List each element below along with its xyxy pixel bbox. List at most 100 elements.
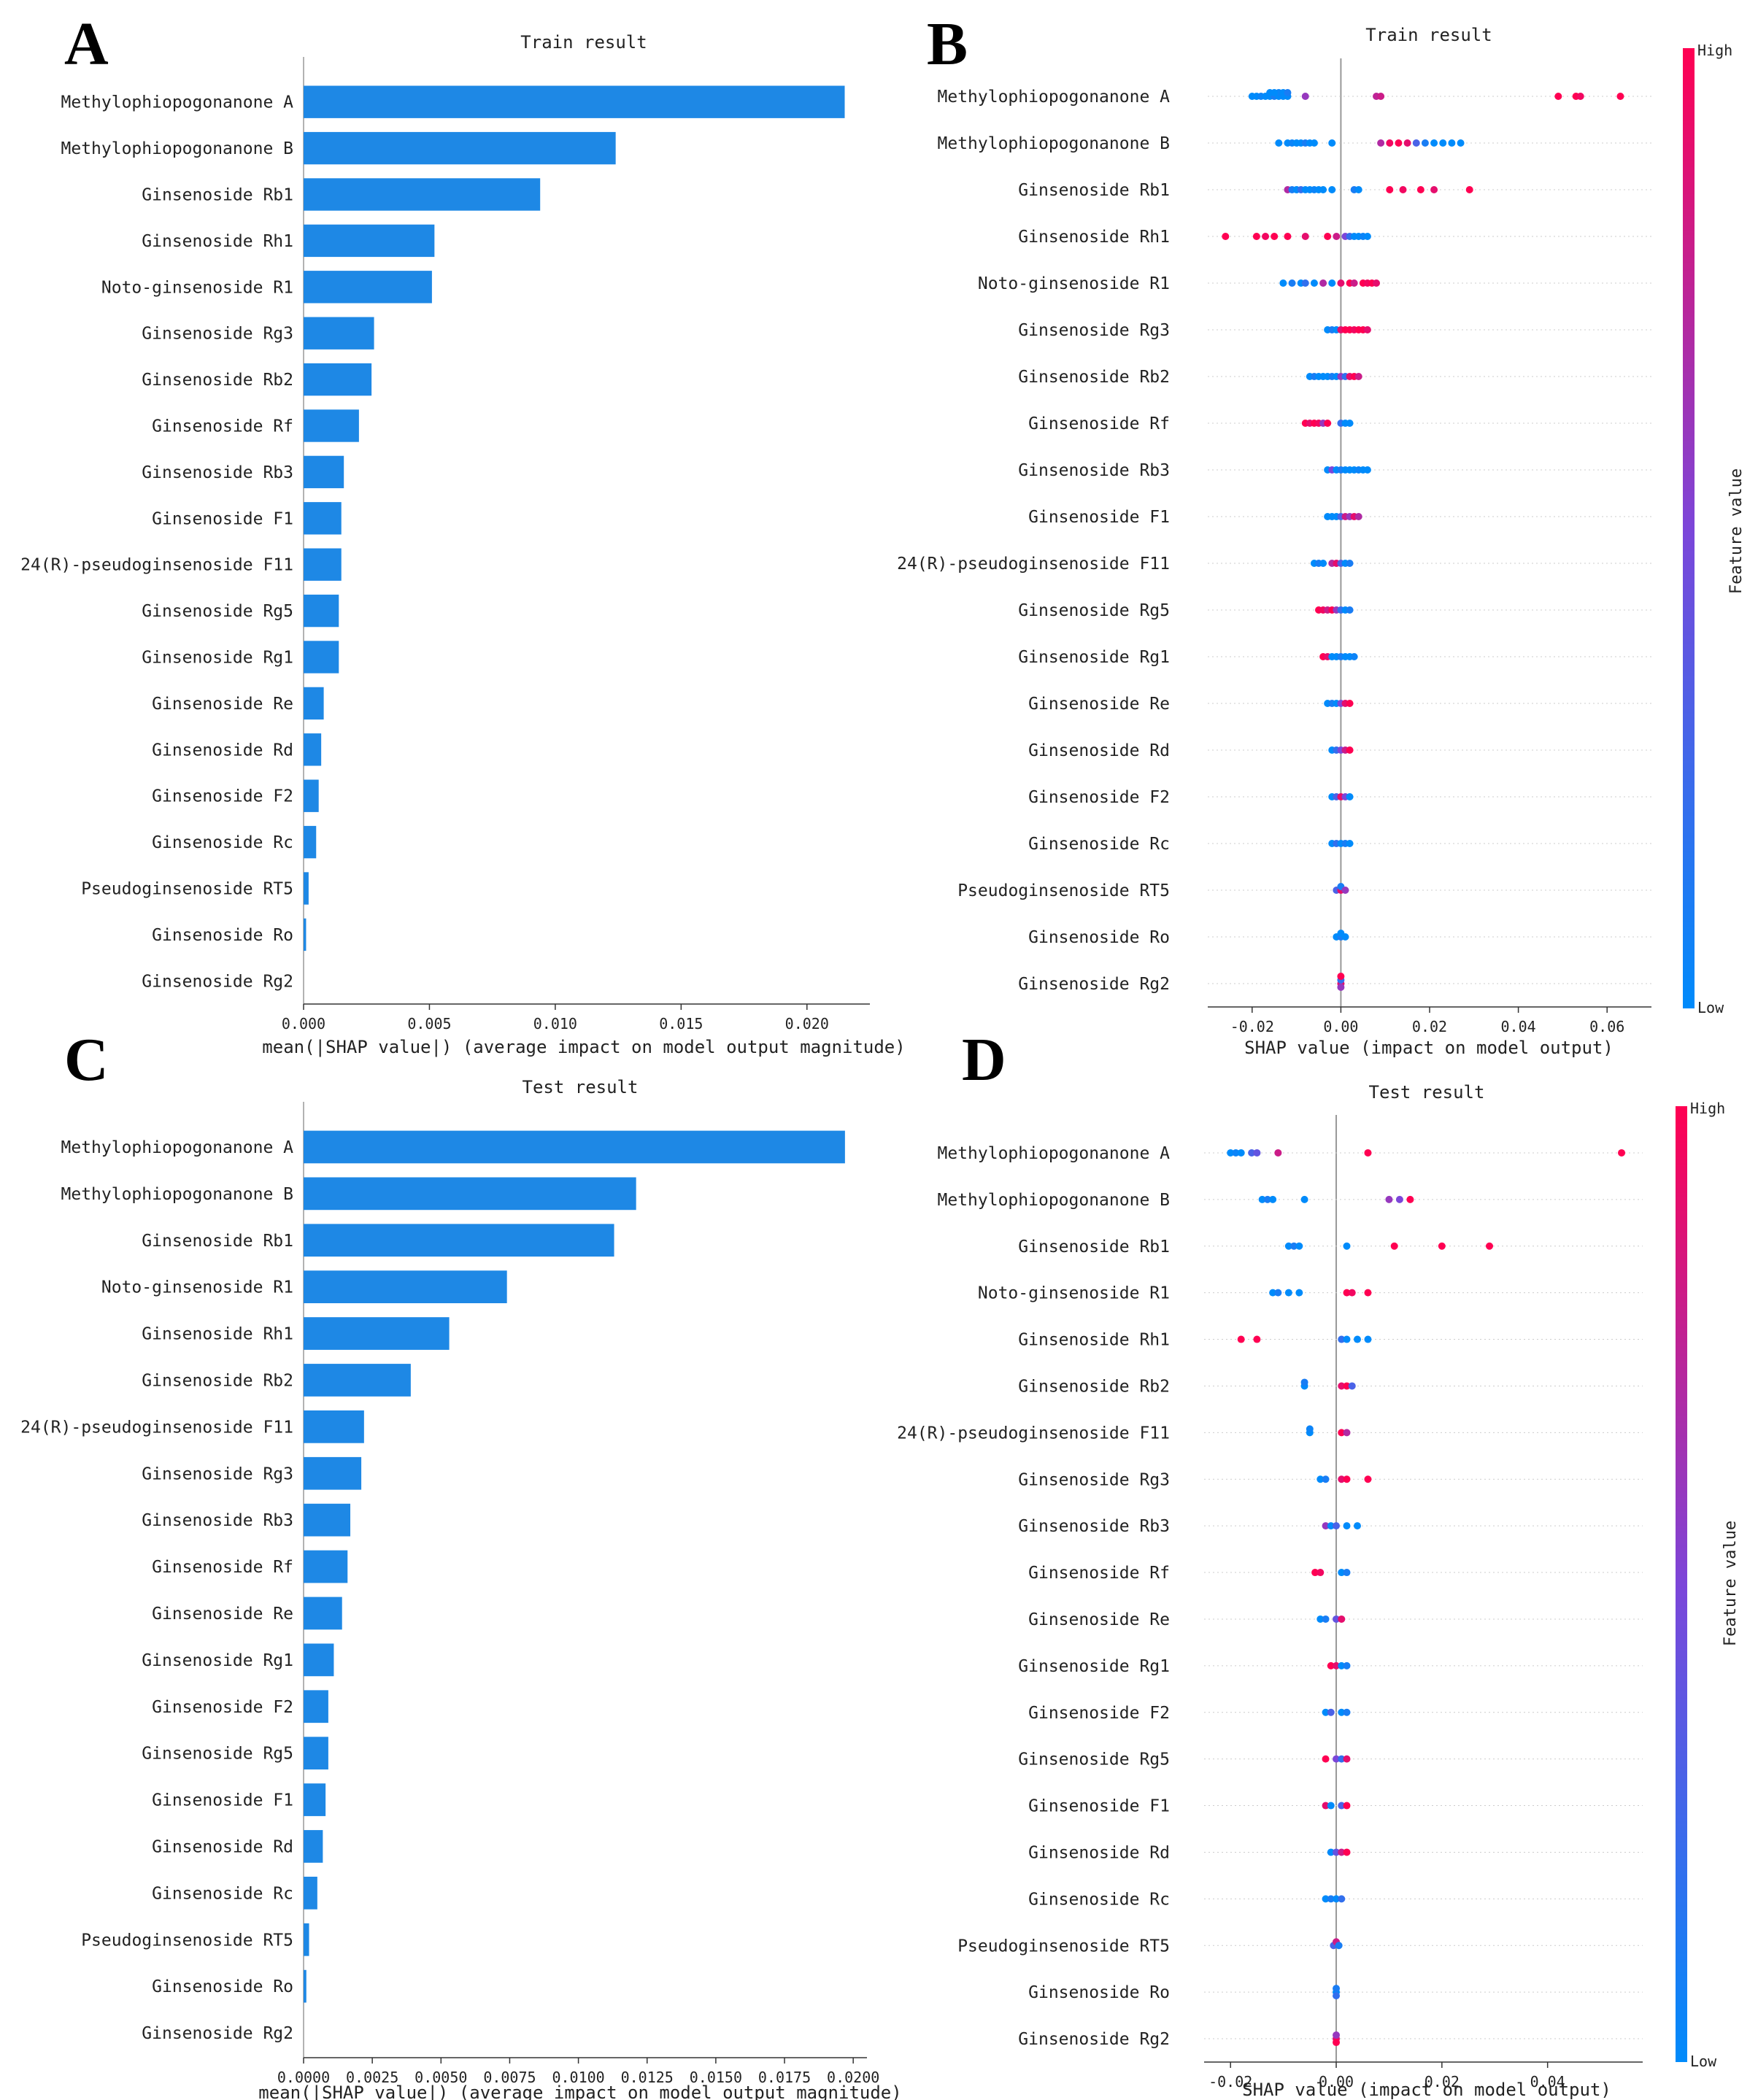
feature-label: Ginsenoside Rf bbox=[1028, 414, 1170, 433]
feature-label: Ginsenoside F1 bbox=[1028, 508, 1170, 527]
feature-label: Ginsenoside Rd bbox=[1028, 1843, 1170, 1862]
category-label: Ginsenoside F2 bbox=[152, 1698, 293, 1717]
shap-point bbox=[1284, 89, 1292, 96]
shap-point bbox=[1353, 1522, 1361, 1530]
shap-point bbox=[1327, 1708, 1335, 1716]
category-label: Ginsenoside Rg5 bbox=[142, 1745, 293, 1764]
bar bbox=[304, 1224, 614, 1257]
shap-point bbox=[1343, 1382, 1351, 1390]
shap-point bbox=[1457, 139, 1465, 147]
shap-point bbox=[1279, 279, 1287, 287]
shap-point bbox=[1275, 139, 1283, 147]
shap-point bbox=[1618, 1149, 1626, 1157]
panel-label-d: D bbox=[962, 1026, 1006, 1094]
category-label: Noto-ginsenoside R1 bbox=[101, 278, 293, 297]
shap-point bbox=[1333, 2039, 1341, 2047]
bar bbox=[304, 825, 317, 859]
shap-point bbox=[1269, 1195, 1277, 1203]
shap-point bbox=[1328, 279, 1336, 287]
bar bbox=[304, 1643, 334, 1677]
shap-point bbox=[1346, 560, 1354, 567]
shap-point bbox=[1348, 1289, 1356, 1297]
x-tick-label: 0.0200 bbox=[827, 2069, 879, 2086]
shap-point bbox=[1327, 1848, 1335, 1856]
shap-point bbox=[1377, 139, 1385, 147]
shap-point bbox=[1430, 186, 1438, 193]
category-label: Ginsenoside Rg3 bbox=[142, 1464, 293, 1483]
category-label: Ginsenoside Rf bbox=[152, 1558, 293, 1577]
feature-label: Ginsenoside Rb2 bbox=[1018, 1377, 1170, 1396]
bar bbox=[304, 1783, 326, 1816]
category-label: Ginsenoside Rb2 bbox=[142, 371, 293, 390]
shap-point bbox=[1338, 1661, 1346, 1669]
category-label: Pseudoginsenoside RT5 bbox=[81, 880, 293, 899]
feature-label: Ginsenoside Rg5 bbox=[1018, 601, 1170, 620]
bar bbox=[304, 1923, 309, 1956]
category-label: Ginsenoside Rh1 bbox=[142, 232, 293, 251]
shap-point bbox=[1284, 233, 1292, 240]
shap-point bbox=[1333, 233, 1341, 240]
shap-point bbox=[1284, 1242, 1292, 1250]
feature-label: Methylophiopogonanone B bbox=[938, 134, 1171, 153]
shap-point bbox=[1337, 973, 1345, 980]
shap-point bbox=[1343, 1335, 1351, 1343]
bar bbox=[304, 1364, 411, 1397]
feature-label: Ginsenoside Rg2 bbox=[1018, 2030, 1170, 2049]
shap-point bbox=[1395, 139, 1403, 147]
shap-point bbox=[1324, 420, 1332, 427]
shap-point bbox=[1258, 1195, 1266, 1203]
bar bbox=[304, 641, 339, 673]
shap-point bbox=[1343, 1242, 1351, 1250]
category-label: Ginsenoside Rd bbox=[152, 1837, 293, 1856]
shap-point bbox=[1346, 420, 1354, 427]
category-label: Ginsenoside F1 bbox=[152, 509, 293, 528]
shap-point bbox=[1290, 1242, 1298, 1250]
bar bbox=[304, 271, 432, 304]
bar bbox=[304, 733, 322, 766]
shap-point bbox=[1465, 186, 1473, 193]
shap-point bbox=[1576, 93, 1584, 100]
shap-point bbox=[1390, 1242, 1398, 1250]
x-tick-label: -0.02 bbox=[1230, 1018, 1274, 1035]
shap-point bbox=[1237, 1335, 1245, 1343]
shap-point bbox=[1338, 1615, 1346, 1623]
bar bbox=[304, 1456, 362, 1490]
feature-label: Ginsenoside Rf bbox=[1028, 1564, 1170, 1583]
bar bbox=[304, 131, 616, 165]
bar bbox=[304, 1737, 328, 1770]
category-label: Ginsenoside Rh1 bbox=[142, 1325, 293, 1344]
shap-point bbox=[1343, 1848, 1351, 1856]
shap-point bbox=[1364, 1289, 1372, 1297]
feature-label: Ginsenoside Rb2 bbox=[1018, 368, 1170, 387]
category-label: Methylophiopogonanone A bbox=[61, 1138, 294, 1157]
shap-point bbox=[1319, 279, 1327, 287]
category-label: Ginsenoside Rf bbox=[152, 417, 293, 436]
shap-point bbox=[1554, 93, 1562, 100]
shap-point bbox=[1386, 186, 1394, 193]
shap-point bbox=[1322, 1708, 1330, 1716]
shap-point bbox=[1364, 1475, 1372, 1483]
feature-label: Methylophiopogonanone A bbox=[938, 1144, 1171, 1163]
x-tick-label: 0.02 bbox=[1412, 1018, 1447, 1035]
x-tick-label: 0.020 bbox=[785, 1015, 829, 1032]
category-label: Ginsenoside Rb1 bbox=[142, 186, 293, 205]
shap-point bbox=[1343, 1475, 1351, 1483]
shap-point bbox=[1364, 1149, 1372, 1157]
x-tick-label: 0.0150 bbox=[690, 2069, 742, 2086]
shap-point bbox=[1322, 1615, 1330, 1623]
shap-point bbox=[1343, 1661, 1351, 1669]
shap-point bbox=[1439, 139, 1447, 147]
shap-point bbox=[1271, 89, 1279, 96]
category-label: Ginsenoside Rb1 bbox=[142, 1232, 293, 1251]
shap-point bbox=[1346, 793, 1354, 800]
category-label: Noto-ginsenoside R1 bbox=[101, 1278, 293, 1297]
panel-a-xlabel: mean(|SHAP value|) (average impact on mo… bbox=[262, 1037, 905, 1057]
shap-point bbox=[1338, 1895, 1346, 1903]
panel-label-a: A bbox=[64, 10, 109, 78]
shap-point bbox=[1338, 1382, 1346, 1390]
bar bbox=[304, 1969, 307, 2003]
shap-point bbox=[1354, 513, 1362, 520]
shap-point bbox=[1310, 139, 1318, 147]
shap-point bbox=[1343, 1289, 1351, 1297]
shap-point bbox=[1300, 1195, 1308, 1203]
